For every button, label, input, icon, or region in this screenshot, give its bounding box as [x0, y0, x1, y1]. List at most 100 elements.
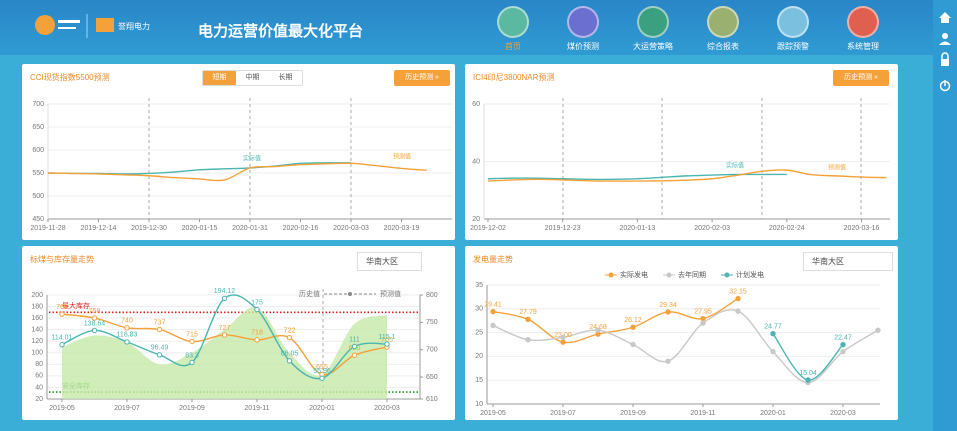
x-tick-label: 2020-03-19 [384, 225, 420, 232]
line [492, 297, 739, 344]
point [525, 337, 531, 343]
x-tick-label: 2019-09 [179, 405, 205, 412]
ref-label: 最大库存 [62, 301, 90, 310]
x-tick-label: 2019-11 [690, 410, 715, 417]
value-label: 655 [316, 364, 328, 371]
x-tick-label: 2019-07 [550, 410, 576, 417]
button[interactable]: 历史预测 » [833, 70, 889, 86]
button[interactable]: 历史预测 » [394, 70, 450, 86]
y-tick-label: 20 [472, 216, 480, 223]
nav-item[interactable]: 系统管理 [833, 6, 893, 52]
y-tick-label: 20 [35, 396, 43, 403]
value-label: 27.95 [694, 308, 712, 315]
chart: 20 40 60 2019-12-02 2019-12-23 2020-01-13 2020… [470, 98, 890, 232]
legend-dot [348, 292, 352, 296]
nav-item[interactable]: 煤价预测 [553, 6, 613, 52]
dropdown[interactable]: 华南大区 [357, 252, 422, 271]
x-tick-label: 2019-12-23 [545, 225, 581, 232]
point [351, 343, 358, 350]
value-label: 758 [89, 308, 101, 315]
nav-item[interactable]: 首页 [483, 6, 543, 52]
nav-item[interactable]: 综合报表 [693, 6, 753, 52]
nav-item[interactable]: 大运营策略 [623, 6, 683, 52]
panel: 20 40 60 2019-12-02 2019-12-23 2020-01-13 2020… [465, 64, 898, 240]
panel: 10 15 20 25 30 35 2019-05 2019-07 2019-09 2019-11… [465, 246, 898, 420]
y-tick-label: 160 [31, 315, 43, 322]
nav-item[interactable]: 跟踪预警 [763, 6, 823, 52]
value-label: 55.96 [313, 368, 331, 375]
legend-label: 历史值 [299, 289, 320, 298]
y-tick-label: 15 [475, 377, 483, 384]
y2-tick-label: 610 [426, 396, 438, 403]
point [525, 316, 531, 323]
value-label: 22.47 [834, 334, 852, 341]
y-tick-label: 40 [35, 384, 43, 391]
x-tick-label: 2020-03-03 [333, 225, 369, 232]
y-tick-label: 500 [32, 193, 44, 200]
nav-label[interactable]: 首页 [505, 42, 521, 51]
point [91, 327, 98, 334]
line [492, 309, 879, 384]
value-label: 24.68 [589, 324, 607, 331]
value-label: 111 [349, 336, 360, 343]
value-label: 118.83 [117, 332, 138, 339]
y-tick-label: 40 [472, 158, 480, 165]
point [221, 332, 228, 338]
dropdown[interactable]: 华南大区 [803, 252, 893, 271]
point [189, 359, 195, 366]
value-label: 15.04 [799, 370, 817, 377]
chart-title: ICI4印尼3800NAR预测 [473, 73, 555, 82]
y2-tick-label: 700 [426, 347, 438, 354]
tab[interactable]: 短期 [203, 71, 236, 85]
annotation: 预测值 [828, 164, 846, 172]
point [735, 308, 741, 314]
point [91, 315, 98, 321]
point [770, 330, 776, 337]
x-tick-label: 2020-03 [830, 410, 856, 417]
value-label: 722 [284, 328, 296, 335]
y-tick-label: 650 [32, 124, 44, 131]
value-label: 727 [219, 325, 231, 332]
point [490, 308, 496, 315]
nav-label[interactable]: 大运营策略 [633, 42, 673, 51]
point [221, 295, 228, 302]
chart: 20 40 60 80 100 120 140 160 180 200 610 650 700 750 80… [31, 288, 438, 412]
side-icons[interactable] [933, 0, 957, 100]
x-tick-label: 2019-12-30 [131, 225, 167, 232]
y-tick-label: 600 [32, 147, 44, 154]
y2-tick-label: 750 [426, 319, 438, 326]
tabs: 短期 中期 长期 [202, 70, 303, 86]
point [805, 377, 811, 383]
y-tick-label: 35 [475, 282, 483, 289]
chart-title: 标煤与库存量走势 [30, 255, 94, 264]
x-tick-label: 2020-03-16 [844, 225, 880, 232]
point [59, 341, 65, 348]
value-label: 83.3 [185, 352, 199, 359]
point [59, 311, 65, 317]
tab[interactable]: 中期 [245, 74, 260, 81]
x-tick-label: 2019-11-28 [30, 225, 65, 232]
chart: 450 500 550 600 650 700 2019-11-28 2019-12-14 20… [30, 98, 452, 232]
tab[interactable]: 长期 [278, 74, 293, 81]
nav-label[interactable]: 系统管理 [847, 42, 879, 51]
point [490, 322, 496, 329]
value-label: 194.12 [214, 288, 236, 295]
x-tick-label: 2019-05 [49, 405, 75, 412]
panel: 20 40 60 80 100 120 140 160 180 200 610 650 700 750 80… [22, 246, 455, 420]
point [840, 341, 846, 348]
point [560, 339, 566, 345]
annotation: 预测值 [393, 153, 411, 161]
point [286, 334, 293, 341]
app-title: 电力运营价值最大化平台 [198, 23, 364, 40]
y-tick-label: 450 [32, 216, 44, 223]
value-label: 96.49 [151, 345, 169, 352]
point [124, 339, 130, 345]
point [700, 320, 706, 326]
nav-label[interactable]: 综合报表 [707, 42, 739, 51]
x-tick-label: 2020-02-16 [283, 225, 319, 232]
nav-label[interactable]: 煤价预测 [567, 42, 599, 51]
y-tick-label: 180 [31, 303, 43, 310]
nav-label[interactable]: 跟踪预警 [777, 42, 809, 51]
value-label: 715 [186, 331, 198, 338]
value-label: 705 [381, 337, 393, 344]
